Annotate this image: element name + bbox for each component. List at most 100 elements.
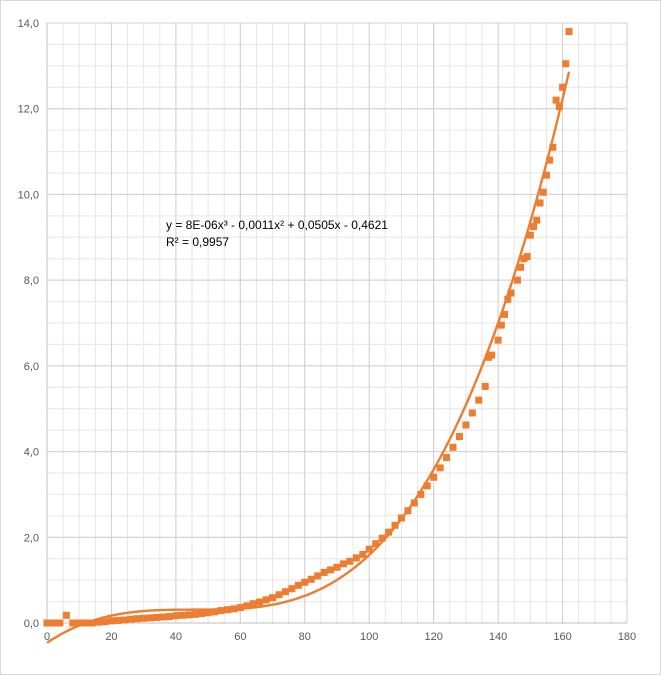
data-point (294, 581, 302, 589)
data-point (101, 618, 109, 626)
data-point (513, 276, 521, 284)
data-point (539, 188, 547, 196)
data-point (62, 611, 70, 619)
data-point (75, 619, 83, 627)
data-point (559, 83, 567, 91)
data-point (314, 572, 322, 580)
data-point (88, 619, 96, 627)
data-point (526, 231, 534, 239)
data-point (410, 499, 418, 507)
data-point (443, 454, 451, 462)
data-point (533, 216, 541, 224)
data-point (140, 614, 148, 622)
data-point (449, 443, 457, 451)
data-point (430, 473, 438, 481)
y-tick-label: 8,0 (24, 275, 39, 287)
y-tick-label: 4,0 (24, 447, 39, 459)
data-point (127, 615, 135, 623)
data-point (549, 143, 557, 151)
x-tick-label: 120 (424, 631, 442, 643)
y-axis-ticks: 0,0 2,0 4,0 6,0 8,0 10,0 12,0 14,0 (18, 18, 39, 630)
data-point (536, 199, 544, 207)
data-point (320, 568, 328, 576)
data-point (69, 619, 77, 627)
data-point (43, 619, 51, 627)
data-point (256, 598, 264, 606)
data-point (346, 557, 354, 565)
data-point (301, 578, 309, 586)
x-tick-label: 180 (618, 631, 636, 643)
data-point (352, 554, 360, 562)
data-point (417, 490, 425, 498)
data-point (365, 545, 373, 553)
y-tick-label: 10,0 (18, 189, 39, 201)
data-point (504, 295, 512, 303)
data-point (204, 609, 212, 617)
major-gridlines (46, 22, 628, 624)
data-point (523, 253, 531, 261)
x-tick-label: 80 (299, 631, 311, 643)
x-tick-label: 0 (44, 631, 50, 643)
data-point (153, 613, 161, 621)
x-tick-label: 160 (553, 631, 571, 643)
x-tick-label: 100 (360, 631, 378, 643)
data-point (146, 614, 154, 622)
data-point (423, 482, 431, 490)
x-tick-label: 60 (234, 631, 246, 643)
data-point (281, 588, 289, 596)
data-point (494, 336, 502, 344)
data-point (378, 534, 386, 542)
data-point (275, 591, 283, 599)
data-point (211, 608, 219, 616)
data-point (307, 575, 315, 583)
data-point (114, 616, 122, 624)
data-point (107, 617, 115, 625)
data-point (198, 610, 206, 618)
data-point (507, 289, 515, 297)
data-points (43, 28, 573, 627)
x-axis-ticks: 0 20 40 60 80 100 120 140 160 180 (44, 631, 636, 643)
data-point (475, 396, 483, 404)
data-point (339, 560, 347, 568)
y-tick-label: 6,0 (24, 361, 39, 373)
y-tick-label: 12,0 (18, 104, 39, 116)
data-point (562, 60, 570, 68)
x-tick-label: 40 (170, 631, 182, 643)
data-point (359, 550, 367, 558)
data-point (262, 596, 270, 604)
data-point (269, 594, 277, 602)
data-point (372, 540, 380, 548)
data-point (327, 566, 335, 574)
data-point (243, 602, 251, 610)
data-point (178, 611, 186, 619)
data-point (56, 619, 64, 627)
data-point (455, 433, 463, 441)
data-point (555, 103, 563, 111)
data-point (185, 611, 193, 619)
y-tick-label: 0,0 (24, 618, 39, 630)
data-point (530, 223, 538, 231)
data-point (468, 409, 476, 417)
x-tick-label: 140 (489, 631, 507, 643)
data-point (95, 618, 103, 626)
data-point (565, 28, 573, 36)
data-point (249, 600, 257, 608)
data-point (517, 263, 525, 271)
y-tick-label: 2,0 (24, 532, 39, 544)
minor-gridlines (46, 22, 628, 624)
trendline-equation: y = 8E-06x³ - 0,0011x² + 0,0505x - 0,462… (166, 218, 388, 232)
data-point (133, 615, 141, 623)
data-point (385, 528, 393, 536)
data-point (120, 616, 128, 624)
data-point (481, 382, 489, 390)
data-point (497, 321, 505, 329)
data-point (501, 310, 509, 318)
data-point (172, 612, 180, 620)
data-point (546, 156, 554, 164)
data-point (288, 585, 296, 593)
data-point (436, 464, 444, 472)
x-tick-label: 20 (105, 631, 117, 643)
data-point (552, 96, 560, 104)
